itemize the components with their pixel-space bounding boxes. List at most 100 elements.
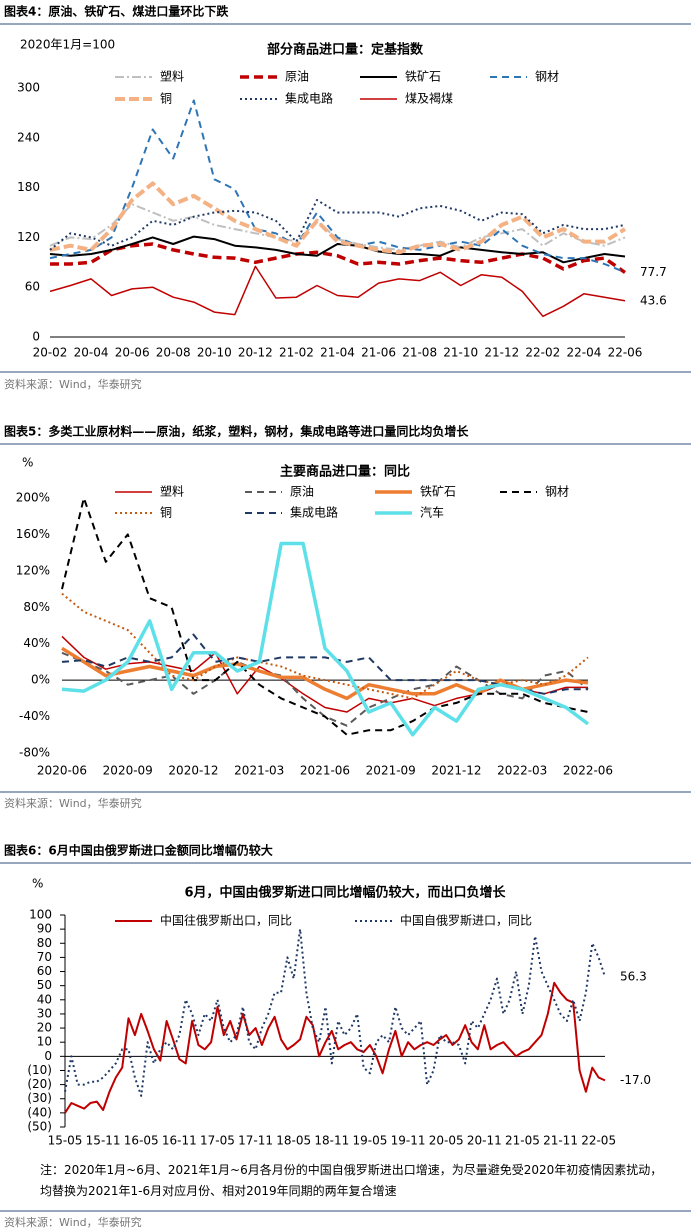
y-tick-label: 240 <box>17 130 40 144</box>
x-tick-label: 20-02 <box>33 346 68 360</box>
figure-header: 图表5：多类工业原材料——原油，纸浆，塑料，钢材，集成电路等进口量同比均负增长 <box>4 424 469 439</box>
x-tick-label: 19-05 <box>353 1134 388 1148</box>
y-tick-label: 120% <box>16 563 50 577</box>
y-tick-label: 60 <box>37 964 52 978</box>
legend-label: 原油 <box>285 70 309 84</box>
x-tick-label: 21-10 <box>443 346 478 360</box>
y-tick-label: (30) <box>27 1091 52 1105</box>
y-tick-label: 20 <box>37 1021 52 1035</box>
x-tick-label: 2020-12 <box>168 764 218 778</box>
y-axis-label: % <box>22 456 33 470</box>
y-tick-label: 160% <box>16 527 50 541</box>
end-value-label: 43.6 <box>640 293 667 307</box>
x-tick-label: 15-05 <box>48 1134 83 1148</box>
x-tick-label: 18-11 <box>314 1134 349 1148</box>
legend-label: 煤及褐煤 <box>405 91 453 106</box>
x-tick-label: 2021-03 <box>234 764 284 778</box>
y-tick-label: -80% <box>19 746 50 760</box>
y-tick-label: 0 <box>32 330 40 344</box>
y-axis-label: % <box>32 877 43 891</box>
x-tick-label: 15-11 <box>86 1134 121 1148</box>
legend-label: 塑料 <box>160 69 184 84</box>
source: 资料来源：Wind，华泰研究 <box>4 377 142 391</box>
legend-label: 钢材 <box>535 70 559 84</box>
x-tick-label: 17-05 <box>200 1134 235 1148</box>
x-tick-label: 2020-09 <box>103 764 153 778</box>
legend-label: 原油 <box>290 485 314 499</box>
legend-label: 铁矿石 <box>405 70 441 84</box>
x-tick-label: 20-06 <box>115 346 150 360</box>
x-tick-label: 22-02 <box>525 346 560 360</box>
y-tick-label: 0% <box>31 673 50 687</box>
series-line <box>61 592 589 700</box>
y-tick-label: 60 <box>25 280 40 294</box>
y-tick-label: 40% <box>23 636 50 650</box>
x-tick-label: 21-11 <box>543 1134 578 1148</box>
legend-label: 铜 <box>160 505 172 520</box>
legend-label: 中国往俄罗斯出口，同比 <box>160 913 292 928</box>
end-value-label: 56.3 <box>620 969 647 983</box>
x-tick-label: 21-06 <box>361 346 396 360</box>
y-tick-label: 200% <box>16 491 50 505</box>
note: 注：2020年1月~6月、2021年1月~6月各月份的中国自俄罗斯进出口增速，为… <box>40 1163 663 1198</box>
y-tick-label: 30 <box>37 1006 52 1020</box>
y-tick-label: (50) <box>27 1120 52 1134</box>
x-tick-label: 21-05 <box>505 1134 540 1148</box>
y-tick-label: 70 <box>37 950 52 964</box>
x-tick-label: 19-11 <box>391 1134 426 1148</box>
x-tick-label: 2022-03 <box>497 764 547 778</box>
y-tick-label: 300 <box>17 81 40 95</box>
y-tick-label: 80 <box>37 936 52 950</box>
series-line <box>49 181 627 255</box>
series-line <box>64 981 606 1114</box>
series-line <box>49 199 626 251</box>
x-tick-label: 20-11 <box>467 1134 502 1148</box>
y-tick-label: -40% <box>19 709 50 723</box>
y-tick-label: 0 <box>44 1049 52 1063</box>
chart-title: 部分商品进口量：定基指数 <box>267 42 424 58</box>
x-tick-label: 21-02 <box>279 346 314 360</box>
y-tick-label: (10) <box>27 1063 52 1077</box>
legend-label: 汽车 <box>420 505 444 520</box>
series-line <box>49 235 626 264</box>
series-line <box>61 633 588 695</box>
figure-header: 图表6：6月中国由俄罗斯进口金额同比增幅仍较大 <box>4 843 273 858</box>
end-value-label: -17.0 <box>620 1073 651 1087</box>
source: 资料来源：Wind，华泰研究 <box>4 1215 142 1229</box>
y-tick-label: 40 <box>37 992 52 1006</box>
chart-title: 6月，中国由俄罗斯进口同比增幅仍较大，而出口负增长 <box>184 885 506 901</box>
legend-label: 塑料 <box>160 484 184 499</box>
x-tick-label: 22-06 <box>608 346 643 360</box>
y-tick-label: (20) <box>27 1077 52 1091</box>
x-tick-label: 18-05 <box>276 1134 311 1148</box>
y-tick-label: 80% <box>23 600 50 614</box>
y-tick-label: 180 <box>17 180 40 194</box>
x-tick-label: 20-08 <box>156 346 191 360</box>
legend-label: 铁矿石 <box>420 485 456 499</box>
x-tick-label: 20-10 <box>197 346 232 360</box>
source: 资料来源：Wind，华泰研究 <box>4 796 142 810</box>
x-tick-label: 2022-06 <box>563 764 613 778</box>
x-tick-label: 17-11 <box>238 1134 273 1148</box>
x-tick-label: 2021-06 <box>300 764 350 778</box>
series-line <box>61 541 590 737</box>
figure-header: 图表4：原油、铁矿石、煤进口量环比下跌 <box>4 4 229 19</box>
chart-title: 主要商品进口量：同比 <box>280 464 410 480</box>
x-tick-label: 2021-12 <box>431 764 481 778</box>
x-tick-label: 16-05 <box>124 1134 159 1148</box>
x-tick-label: 20-05 <box>429 1134 464 1148</box>
y-tick-label: 100 <box>29 908 52 922</box>
x-tick-label: 16-11 <box>162 1134 197 1148</box>
x-tick-label: 21-08 <box>402 346 437 360</box>
y-tick-label: (40) <box>27 1105 52 1119</box>
x-tick-label: 22-05 <box>581 1134 616 1148</box>
x-tick-label: 20-04 <box>74 346 109 360</box>
series-line <box>49 265 626 318</box>
x-tick-label: 21-12 <box>484 346 519 360</box>
series-line <box>61 646 589 701</box>
legend-label: 钢材 <box>545 485 569 499</box>
x-tick-label: 22-04 <box>566 346 601 360</box>
y-tick-label: 90 <box>37 922 52 936</box>
